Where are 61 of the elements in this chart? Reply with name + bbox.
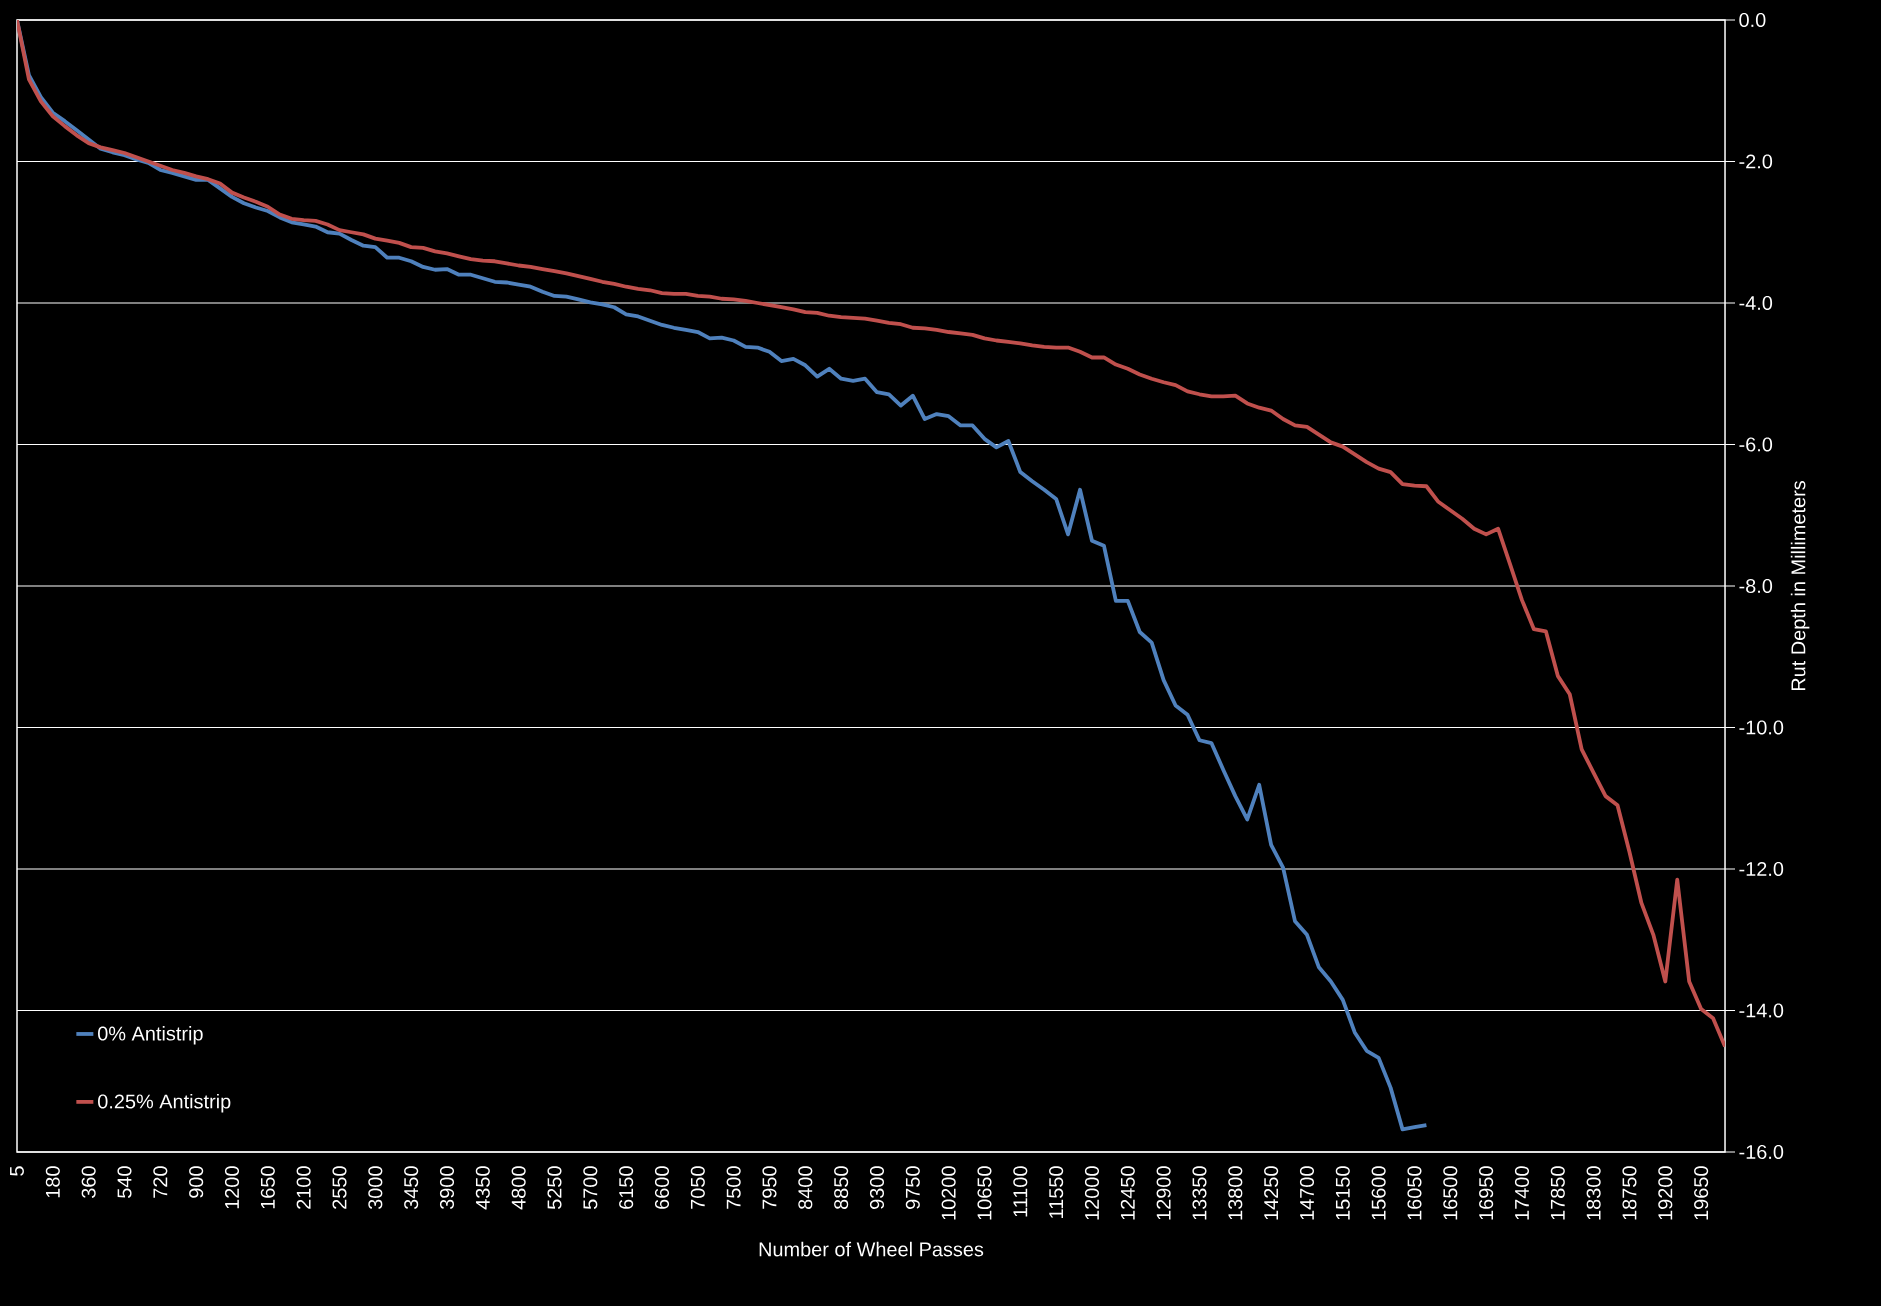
x-tick-label: 1650 <box>260 1166 275 1209</box>
x-tick-label: 900 <box>189 1166 204 1198</box>
x-tick-label: 13350 <box>1192 1166 1207 1220</box>
x-tick-label: 15150 <box>1335 1166 1350 1220</box>
x-tick-label: 16950 <box>1479 1166 1494 1220</box>
x-tick-label: 6600 <box>654 1166 670 1209</box>
x-tick-label: 360 <box>81 1166 96 1198</box>
x-tick-label: 16500 <box>1443 1166 1458 1220</box>
y-tick-label: -6.0 <box>1739 437 1773 452</box>
x-tick-label: 7050 <box>690 1166 705 1209</box>
x-tick-label: 2100 <box>296 1166 311 1209</box>
x-tick-label: 18750 <box>1622 1166 1637 1220</box>
y-tick-label: -12.0 <box>1739 861 1784 877</box>
y-tick-label: 0.0 <box>1739 12 1766 28</box>
x-tick-label: 14250 <box>1264 1166 1279 1220</box>
x-tick-label: 10650 <box>977 1166 992 1220</box>
y-tick-label: -2.0 <box>1739 154 1773 169</box>
x-tick-label: 720 <box>153 1166 168 1198</box>
x-tick-label: 14700 <box>1299 1166 1315 1220</box>
x-tick-label: 5250 <box>547 1166 562 1210</box>
x-tick-label: 2550 <box>332 1166 347 1209</box>
x-tick-label: 3900 <box>439 1166 455 1210</box>
y-axis-title: Rut Depth in Millimeters <box>1790 481 1810 691</box>
x-axis-title: Number of Wheel Passes <box>759 1241 984 1257</box>
x-tick-label: 12900 <box>1156 1166 1171 1220</box>
x-tick-label: 4800 <box>511 1166 526 1210</box>
x-tick-label: 8400 <box>798 1166 813 1209</box>
x-tick-label: 10200 <box>941 1166 956 1220</box>
x-tick-label: 9300 <box>869 1166 885 1209</box>
x-tick-label: 5 <box>10 1166 24 1176</box>
y-tick-label: -8.0 <box>1739 578 1773 594</box>
x-tick-label: 11550 <box>1049 1166 1064 1218</box>
x-tick-label: 4350 <box>475 1166 490 1210</box>
x-tick-label: 13800 <box>1228 1166 1243 1220</box>
x-tick-label: 12450 <box>1120 1166 1135 1220</box>
x-tick-label: 18300 <box>1586 1166 1601 1220</box>
x-tick-label: 1200 <box>224 1166 240 1209</box>
y-tick-label: -4.0 <box>1739 295 1773 311</box>
x-tick-label: 15600 <box>1371 1166 1386 1220</box>
x-tick-label: 180 <box>45 1166 60 1198</box>
x-tick-label: 11100 <box>1013 1166 1028 1217</box>
y-tick-label: -16.0 <box>1739 1144 1784 1160</box>
x-tick-label: 7500 <box>726 1166 741 1209</box>
x-tick-label: 3450 <box>404 1166 419 1210</box>
x-tick-label: 8850 <box>834 1166 849 1209</box>
legend-label: 0.25% Antistrip <box>98 1093 231 1113</box>
x-tick-label: 540 <box>117 1166 132 1198</box>
y-tick-label: -14.0 <box>1739 1003 1784 1018</box>
x-tick-label: 17850 <box>1550 1166 1565 1220</box>
x-tick-label: 17400 <box>1514 1166 1530 1220</box>
x-tick-label: 12000 <box>1084 1166 1100 1220</box>
y-tick-label: -10.0 <box>1739 720 1784 735</box>
x-tick-label: 7950 <box>762 1166 777 1209</box>
legend-label: 0% Antistrip <box>98 1026 203 1045</box>
x-tick-label: 16050 <box>1407 1166 1422 1220</box>
x-tick-label: 6150 <box>619 1166 634 1209</box>
x-tick-label: 5700 <box>583 1166 598 1210</box>
x-tick-label: 19200 <box>1658 1166 1673 1220</box>
x-tick-label: 3000 <box>368 1166 383 1210</box>
x-tick-label: 19650 <box>1694 1166 1709 1220</box>
x-tick-label: 9750 <box>905 1166 920 1209</box>
